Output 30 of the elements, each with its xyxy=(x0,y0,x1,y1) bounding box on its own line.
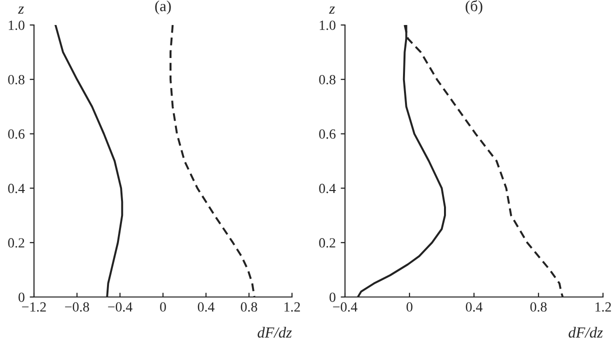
x-tick-label: −0.4 xyxy=(108,302,132,312)
x-tick-label: −0.8 xyxy=(65,302,90,312)
y-axis-title: z xyxy=(18,6,24,14)
x-tick-label: 0.8 xyxy=(240,302,258,312)
y-tick-label: 0.4 xyxy=(8,184,25,194)
x-tick-label: −1.2 xyxy=(22,302,46,312)
y-tick-label: 0.2 xyxy=(319,238,336,248)
y-tick-label: 1.0 xyxy=(320,20,336,30)
y-tick-label: 0 xyxy=(330,292,336,302)
y-tick-label: 0.8 xyxy=(8,74,24,84)
x-tick-label: −0.4 xyxy=(333,302,358,312)
x-tick-label: 0 xyxy=(406,302,412,312)
chart-title: (б) xyxy=(466,0,482,14)
x-tick-label: 1.2 xyxy=(596,302,611,312)
x-tick-label: 1.2 xyxy=(284,302,300,312)
y-tick-label: 0.4 xyxy=(319,184,336,194)
y-tick-label: 1.0 xyxy=(8,20,24,30)
x-tick-label: 0.4 xyxy=(198,302,214,312)
chart-title: (a) xyxy=(155,0,171,14)
y-tick-label: 0.6 xyxy=(8,129,25,139)
y-tick-label: 0 xyxy=(18,292,24,302)
x-tick-label: 0.4 xyxy=(466,302,482,312)
x-axis-title: dF/dz xyxy=(258,326,292,338)
y-tick-label: 0.6 xyxy=(319,129,336,139)
x-axis-title: dF/dz xyxy=(568,326,603,338)
x-tick-label: 0 xyxy=(160,302,166,312)
y-axis-title: z xyxy=(328,6,335,14)
x-tick-label: 0.8 xyxy=(530,302,547,312)
y-tick-label: 0.2 xyxy=(8,238,24,248)
y-tick-label: 0.8 xyxy=(319,74,336,84)
